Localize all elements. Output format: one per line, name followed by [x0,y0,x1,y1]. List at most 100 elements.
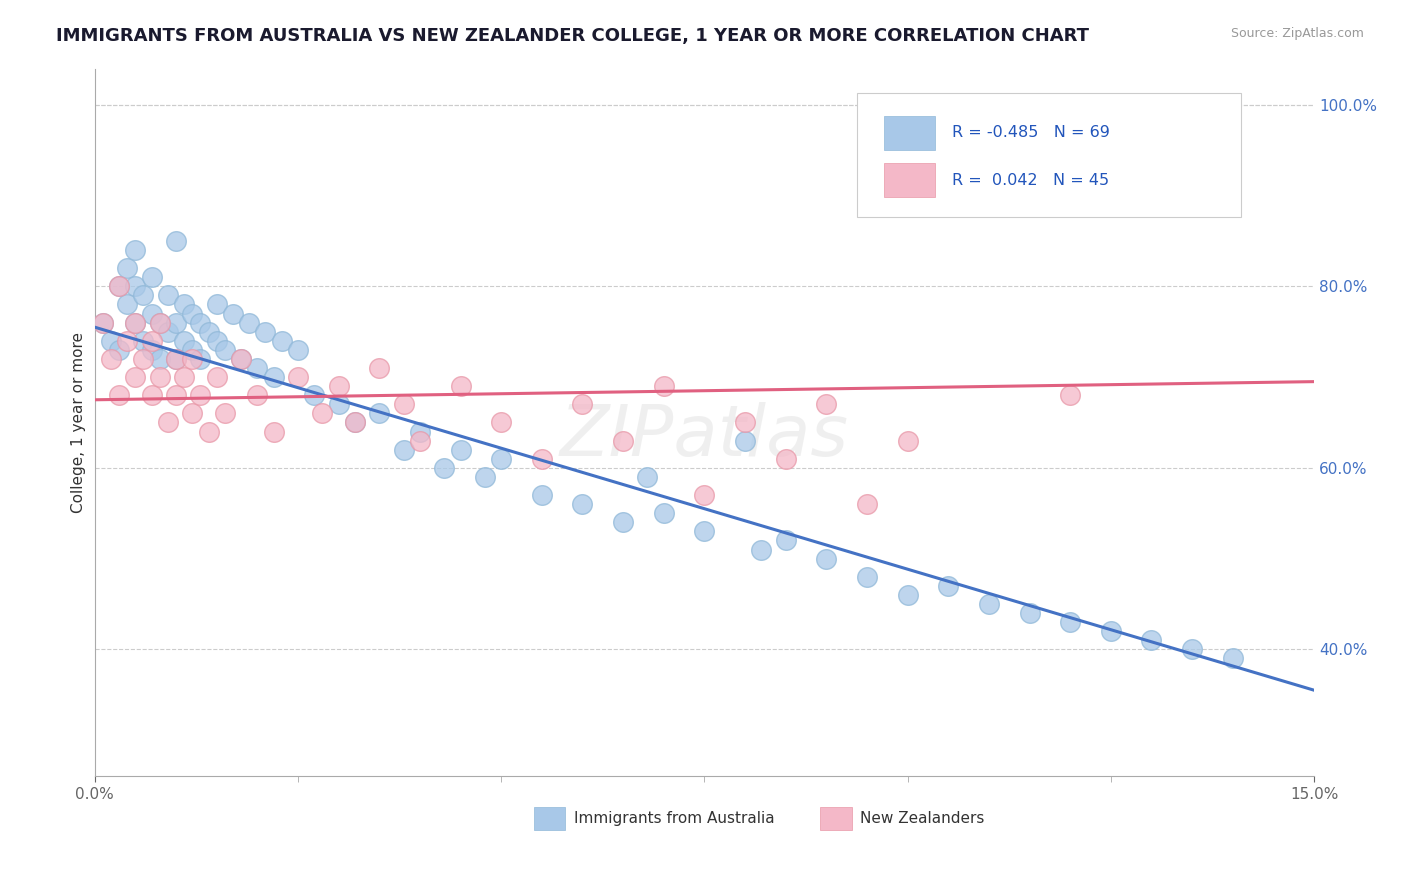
Point [100,351,122,366]
Point [91,316,114,330]
Point [368,406,391,420]
Point [149,316,172,330]
Point [165,351,187,366]
Text: R =  0.042   N = 45: R = 0.042 N = 45 [952,173,1109,188]
Point [1140,633,1163,648]
Point [238,316,260,330]
Point [693,488,716,502]
Point [190,388,212,402]
Point [392,397,415,411]
Point [489,451,512,466]
Point [897,434,920,448]
Point [637,470,659,484]
Point [263,370,285,384]
Point [311,406,333,420]
Point [246,361,269,376]
Point [450,379,472,393]
FancyBboxPatch shape [534,807,565,830]
Point [149,351,172,366]
Point [108,279,131,293]
Point [652,506,675,520]
Point [815,551,838,566]
Point [287,343,309,357]
Point [149,370,172,384]
Point [856,497,879,511]
FancyBboxPatch shape [883,163,935,197]
FancyBboxPatch shape [856,94,1241,217]
Point [156,416,179,430]
Point [450,442,472,457]
Point [409,425,432,439]
Point [612,434,634,448]
Point [141,270,163,285]
Point [302,388,325,402]
Point [181,307,204,321]
Point [328,397,350,411]
Point [474,470,496,484]
Point [132,288,155,302]
Point [222,307,245,321]
Point [897,588,920,602]
Point [141,307,163,321]
Point [165,234,187,248]
Point [530,451,553,466]
Point [205,370,228,384]
Point [108,343,131,357]
Point [156,325,179,339]
Point [108,388,131,402]
FancyBboxPatch shape [820,807,852,830]
Point [115,297,138,311]
Point [229,351,252,366]
Point [115,261,138,276]
Point [156,288,179,302]
Point [173,334,195,348]
Point [190,351,212,366]
Point [165,351,187,366]
Point [749,542,772,557]
Point [181,343,204,357]
Point [489,416,512,430]
Point [190,316,212,330]
Point [205,297,228,311]
Point [328,379,350,393]
Point [100,334,122,348]
Point [1059,388,1081,402]
Point [1222,651,1244,665]
FancyBboxPatch shape [883,116,935,150]
Point [571,397,593,411]
Point [263,425,285,439]
Point [1099,624,1122,639]
Point [141,388,163,402]
Point [433,460,456,475]
Point [197,425,219,439]
Point [229,351,252,366]
Point [108,279,131,293]
Point [246,388,269,402]
Point [856,570,879,584]
Point [197,325,219,339]
Text: Immigrants from Australia: Immigrants from Australia [574,811,775,826]
Point [132,334,155,348]
Point [1018,606,1040,620]
Point [693,524,716,539]
Point [815,397,838,411]
Point [124,243,146,257]
Point [775,533,797,548]
Point [287,370,309,384]
Point [181,351,204,366]
Point [165,316,187,330]
Text: New Zealanders: New Zealanders [860,811,984,826]
Point [936,579,959,593]
Text: ZIPatlas: ZIPatlas [560,402,849,471]
Point [368,361,391,376]
Point [141,334,163,348]
Point [270,334,292,348]
Point [115,334,138,348]
Point [343,416,366,430]
Point [734,434,756,448]
Point [612,516,634,530]
Point [734,416,756,430]
Point [1059,615,1081,629]
Point [124,316,146,330]
Y-axis label: College, 1 year or more: College, 1 year or more [72,332,86,513]
